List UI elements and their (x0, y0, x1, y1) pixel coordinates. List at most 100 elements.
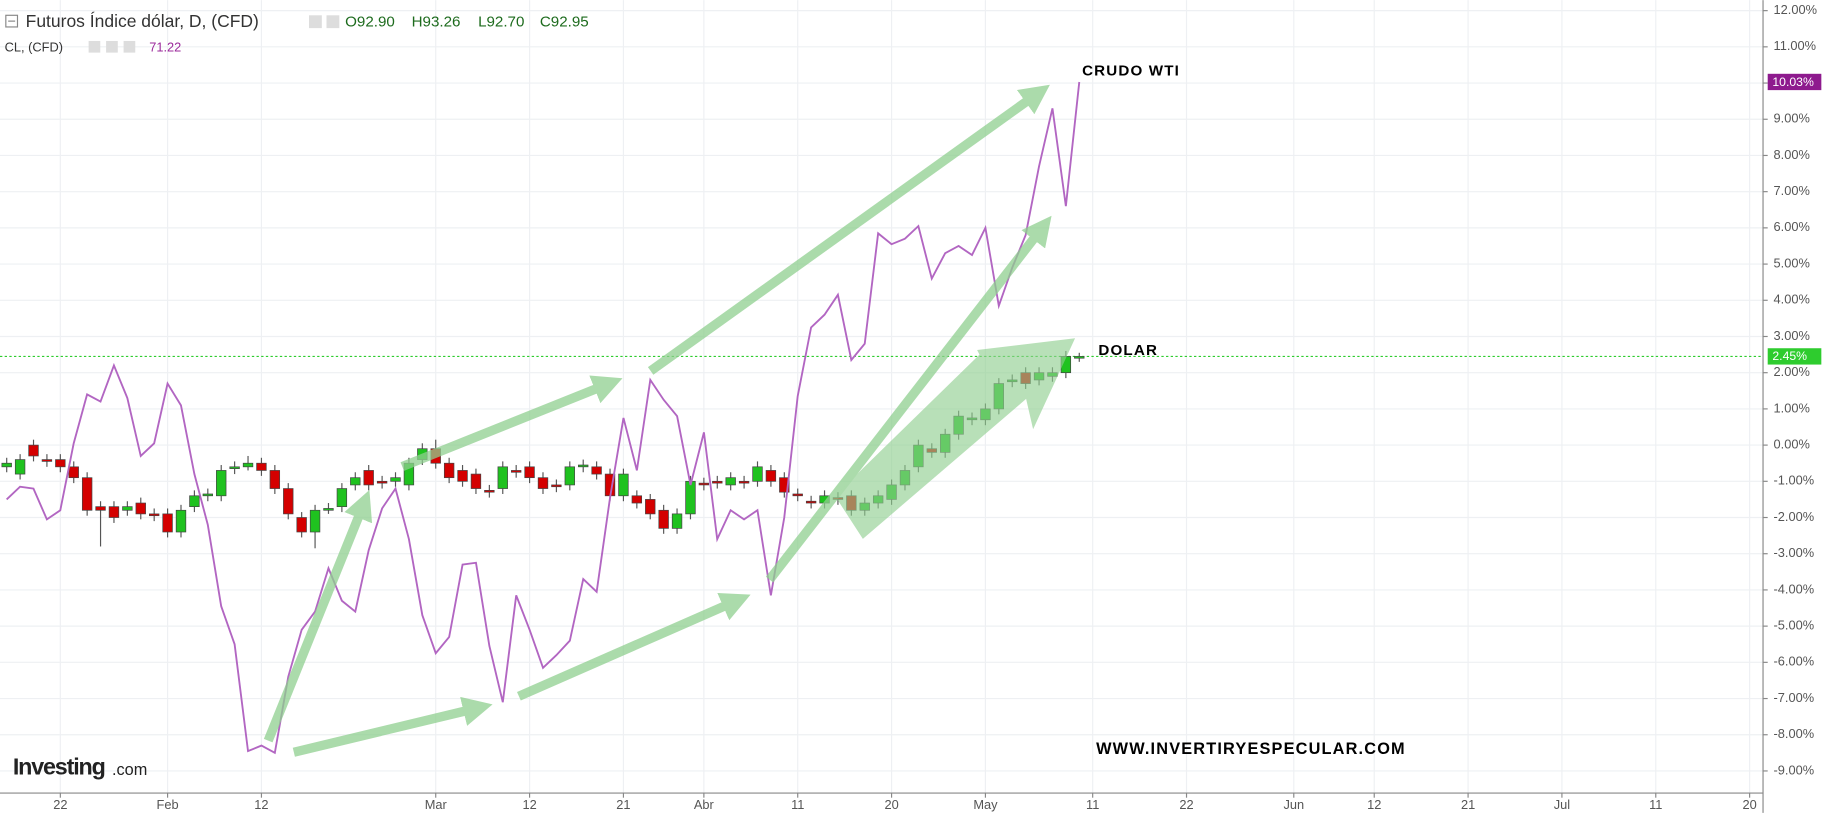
last-value-label: 10.03% (1772, 75, 1814, 89)
y-tick-label: -1.00% (1774, 473, 1815, 488)
candle-body (457, 470, 468, 482)
candle-body (283, 488, 294, 515)
candle-body (376, 480, 388, 484)
candle-body (551, 484, 562, 488)
candle-body (497, 466, 508, 489)
x-tick-label: 11 (1649, 797, 1662, 812)
candle-body (564, 466, 575, 486)
candle-body (752, 466, 763, 482)
candle-body (443, 462, 455, 479)
settings-icon[interactable] (88, 40, 101, 53)
last-value-label: 2.45% (1772, 349, 1807, 363)
arrow (263, 490, 373, 743)
candle-body (1, 462, 12, 468)
candle-body (229, 466, 240, 469)
candle-body (175, 509, 187, 533)
candle-body (162, 513, 173, 533)
arrow (517, 592, 751, 701)
annotation: DOLAR (1098, 342, 1158, 359)
candle-body (296, 517, 307, 533)
candle-body (765, 470, 777, 482)
candle-body (189, 495, 200, 508)
candle-body (202, 493, 213, 497)
candle-body (792, 493, 803, 497)
logo: Investing (13, 754, 105, 780)
candle-body (578, 464, 589, 468)
grid (0, 0, 1764, 794)
close-icon[interactable] (123, 40, 136, 53)
x-tick-label: Feb (157, 797, 179, 812)
candle-body (390, 477, 401, 482)
y-tick-label: 2.00% (1774, 364, 1810, 379)
candle-body (524, 466, 535, 479)
candle-body (242, 462, 254, 468)
candle-body (108, 506, 120, 518)
candle-body (685, 480, 696, 515)
candle-body (671, 513, 683, 529)
y-tick-label: 7.00% (1774, 183, 1810, 198)
y-tick-label: -8.00% (1774, 726, 1815, 741)
candle-body (336, 488, 348, 508)
line (6, 81, 1081, 755)
arrow (834, 338, 1076, 539)
candle-body (725, 477, 736, 486)
y-tick-label: 0.00% (1774, 436, 1810, 451)
settings-icon[interactable] (106, 40, 118, 53)
candle-body (1074, 356, 1085, 359)
x-tick-label: 21 (1461, 797, 1475, 812)
y-tick-label: 4.00% (1774, 292, 1810, 307)
last-value-badge (1767, 73, 1822, 91)
x-tick-label: 20 (884, 797, 898, 812)
y-tick-label: 6.00% (1774, 219, 1810, 234)
arrow (647, 84, 1050, 375)
y-tick-label: 12.00% (1774, 2, 1817, 17)
y-tick-label: -9.00% (1774, 762, 1815, 777)
candle-body (68, 466, 79, 479)
overlay-title: CL, (CFD) (5, 39, 63, 54)
x-tick-label: 21 (616, 797, 630, 812)
x-tick-label: 22 (1179, 797, 1193, 812)
x-tick-label: 12 (522, 797, 536, 812)
ohlc: H93.26 (412, 13, 461, 30)
settings-icon[interactable] (326, 15, 340, 29)
candle-body (618, 473, 629, 497)
y-tick-label: 5.00% (1774, 255, 1810, 270)
candle-body (645, 499, 656, 515)
y-tick-label: -6.00% (1774, 654, 1815, 669)
candle-body (631, 495, 643, 504)
candle-body (738, 480, 750, 484)
candle-body (14, 459, 26, 475)
candle-body (805, 500, 817, 504)
candle-body (484, 490, 495, 493)
y-tick-label: 3.00% (1774, 328, 1810, 343)
x-tick-label: Mar (425, 797, 448, 812)
candle-body (309, 509, 321, 533)
last-value-badge (1767, 348, 1822, 365)
y-tick-label: -4.00% (1774, 581, 1815, 596)
x-tick-label: 11 (1086, 797, 1099, 812)
x-tick-label: 22 (53, 797, 67, 812)
candle-body (712, 480, 723, 484)
candle-body (658, 509, 669, 529)
x-tick-label: 11 (791, 797, 804, 812)
candle-body (95, 506, 106, 511)
settings-icon[interactable] (308, 15, 322, 29)
y-tick-label: -3.00% (1774, 545, 1815, 560)
x-tick-label: May (973, 797, 998, 812)
arrow (765, 215, 1052, 583)
x-tick-label: Abr (694, 797, 715, 812)
candle-body (779, 477, 790, 493)
y-tick-label: 11.00% (1774, 38, 1817, 53)
collapse-icon[interactable] (5, 14, 19, 28)
y-tick-label: 1.00% (1774, 400, 1810, 415)
candle-body (698, 482, 710, 486)
candle-body (363, 470, 374, 486)
candle-body (122, 506, 133, 511)
candle-body (470, 473, 482, 489)
candle-body (269, 470, 281, 489)
ohlc: O92.90 (345, 13, 395, 30)
x-tick-label: 12 (1367, 797, 1381, 812)
candle-body (41, 459, 53, 462)
